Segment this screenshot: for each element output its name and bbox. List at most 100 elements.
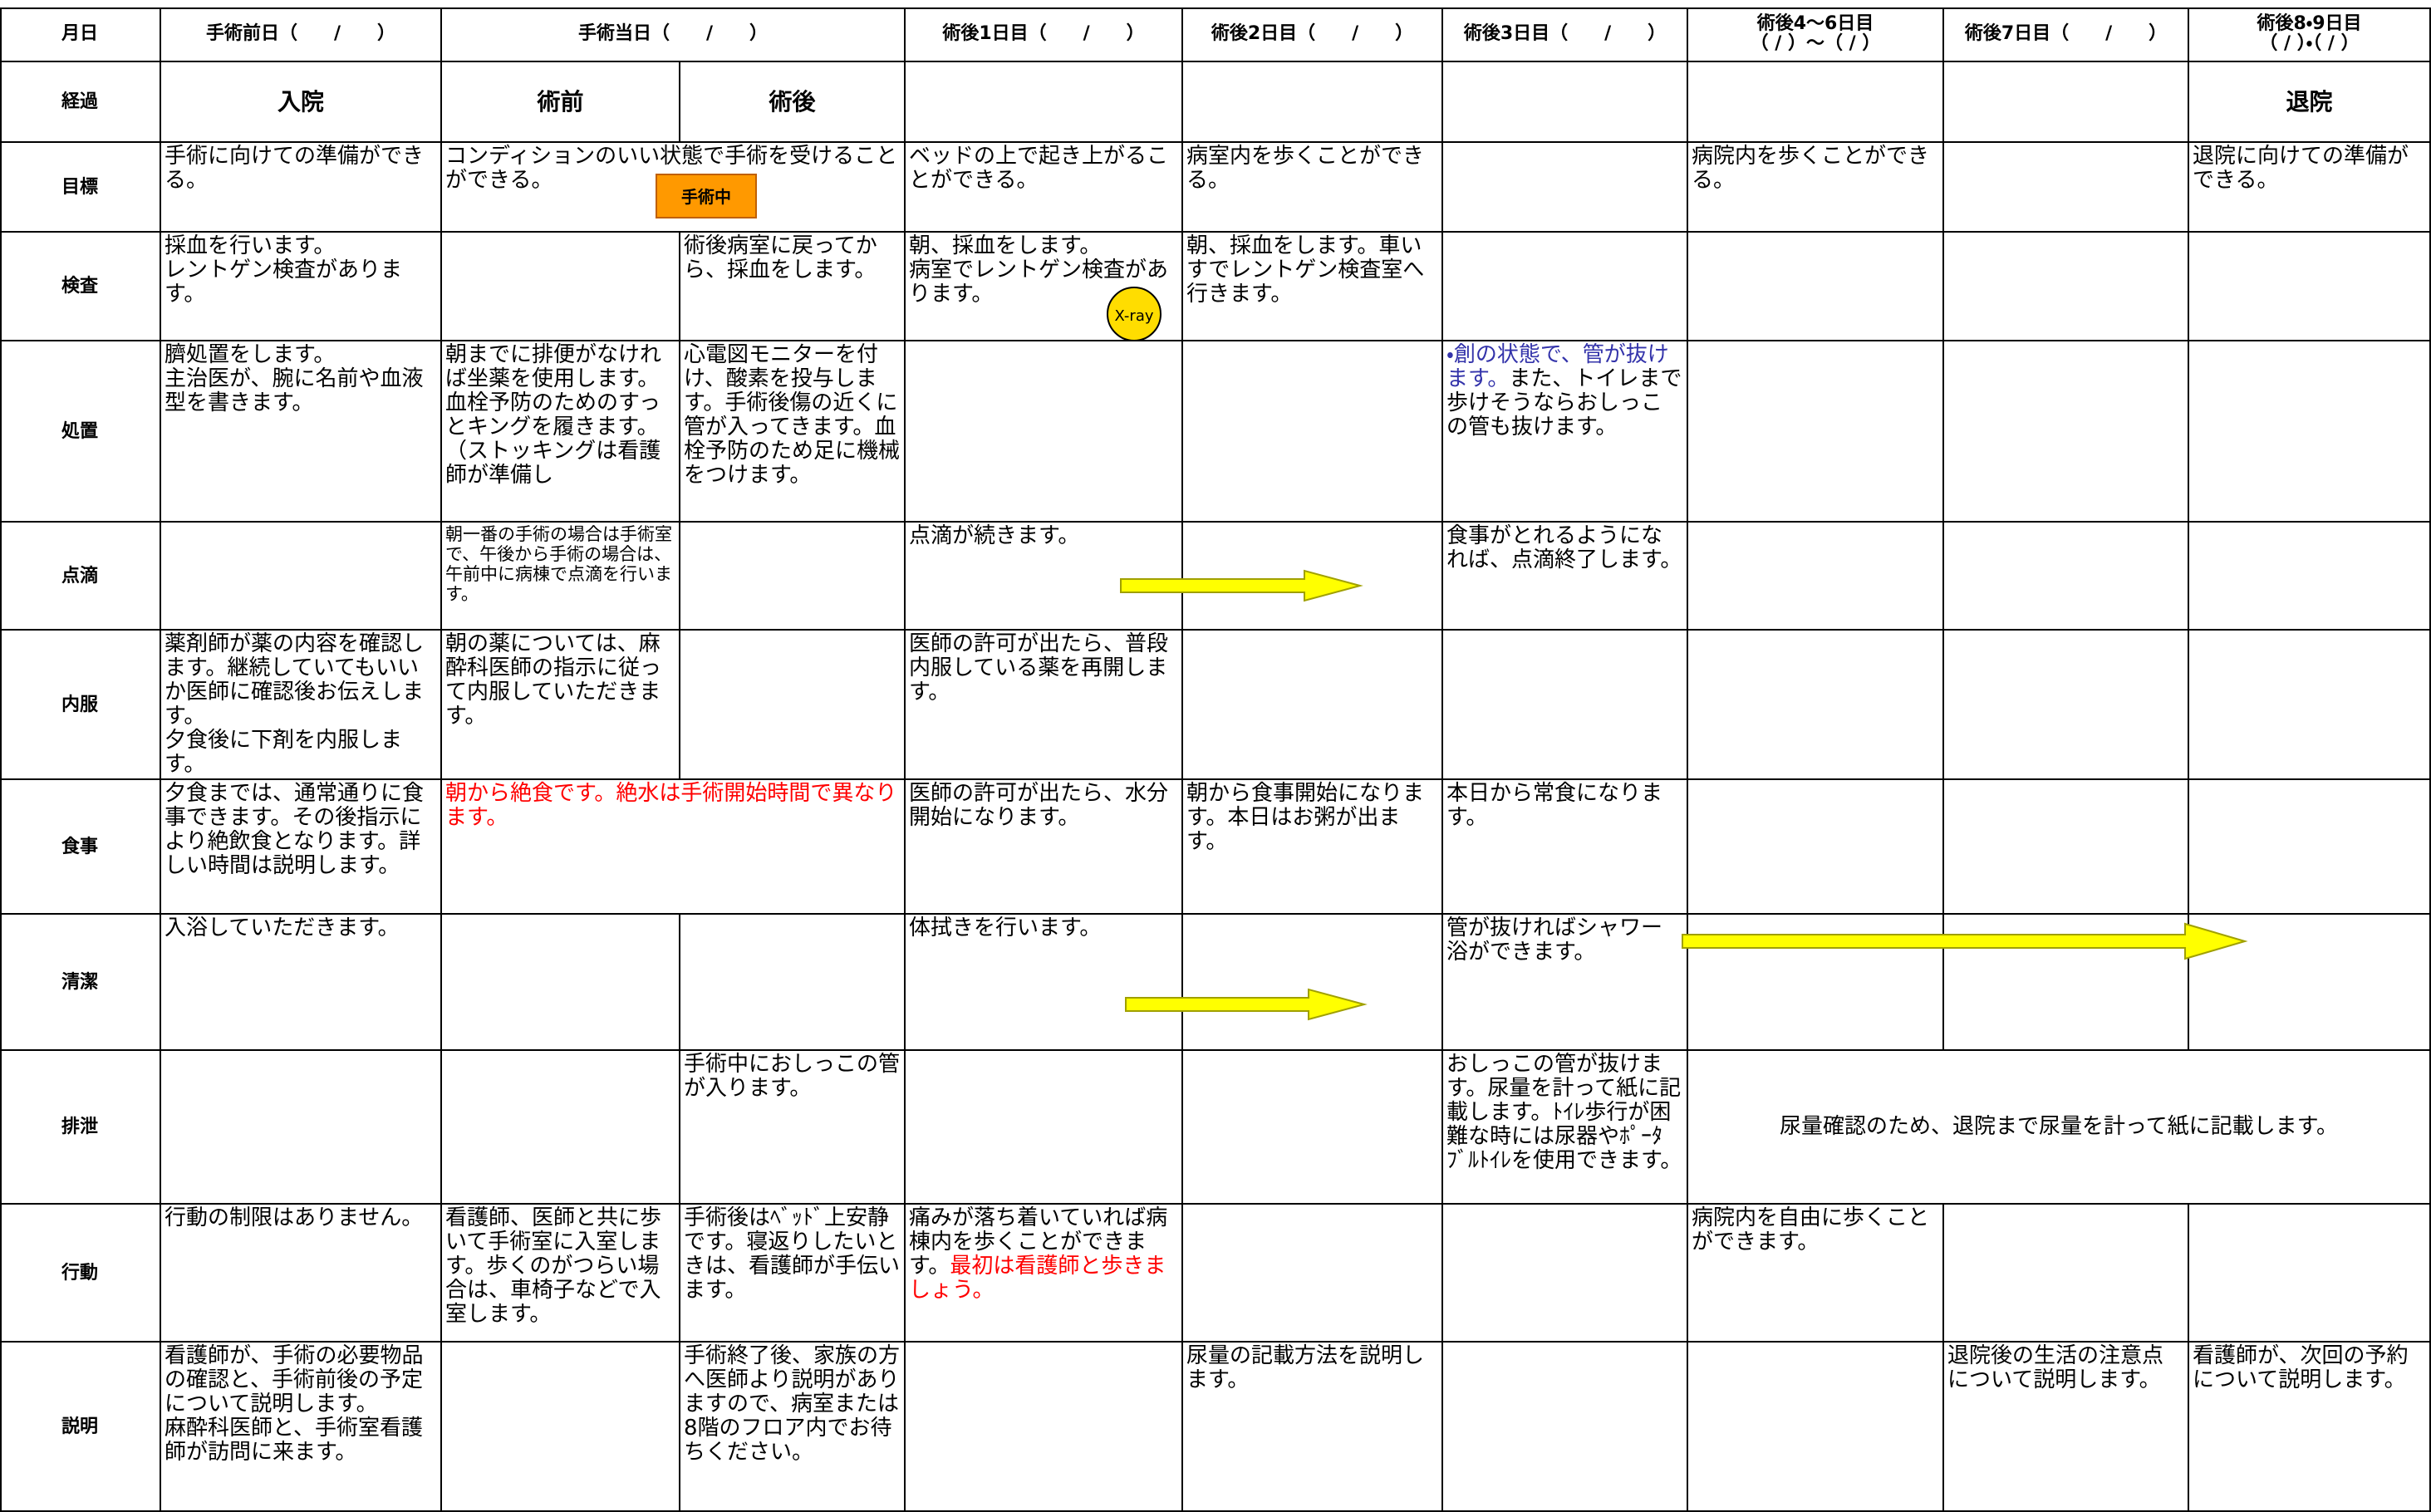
cell-text: 医師の許可が出たら、水分開始になります。 [906,780,1183,915]
empty-cell [1443,62,1688,143]
cell-text: 食事がとれるようになれば、点滴終了します。 [1443,523,1688,631]
text-segment: 痛みが落ち着いていれば病棟内を歩くことができます。 [909,1205,1168,1279]
row-label: 説明 [0,1343,161,1512]
cell-text: 看護師が、次回の予約について説明します。 [2189,1343,2431,1512]
empty-cell [1944,1205,2189,1343]
row-label: 処置 [0,341,161,523]
cell-text: ・創の状態で、管が抜けます。また、トイレまで歩けそうならおしっこの管も抜けます。 [1443,341,1688,523]
cell-text: 病院内を歩くことができる。 [1688,143,1944,233]
empty-cell [1183,1205,1443,1343]
empty-cell [1688,62,1944,143]
empty-cell [1183,523,1443,631]
empty-cell [1944,233,2189,341]
header-cell: 手術前日（ / ） [161,7,442,62]
empty-cell [1944,62,2189,143]
empty-cell [1688,1343,1944,1512]
cell-text: 術後病室に戻ってから、採血をします。 [680,233,906,341]
header-cell: 術後3日目（ / ） [1443,7,1688,62]
empty-cell [1688,780,1944,915]
empty-cell [1944,143,2189,233]
cell-text: 病院内を自由に歩くことができます。 [1688,1205,1944,1343]
cell-text: 体拭きを行います。 [906,915,1183,1051]
empty-cell [1183,915,1443,1051]
row-label: 食事 [0,780,161,915]
row-label: 目標 [0,143,161,233]
empty-cell [161,523,442,631]
empty-cell [2189,523,2431,631]
cell-text: 朝一番の手術の場合は手術室で、午後から手術の場合は、午前中に病棟で点滴を行います… [442,523,680,631]
row-label: 経過 [0,62,161,143]
empty-cell [906,1343,1183,1512]
cell-text: 退院後の生活の注意点について説明します。 [1944,1343,2189,1512]
text-segment: 最初は看護師と歩きましょう。 [909,1254,1166,1303]
cell-text: 術前 [442,62,680,143]
empty-cell [680,631,906,780]
empty-cell [1688,341,1944,523]
text-segment: ・創の状態で、管が抜けます。 [1446,342,1669,391]
empty-cell [2189,1205,2431,1343]
empty-cell [680,523,906,631]
empty-cell [1443,631,1688,780]
row-label: 検査 [0,233,161,341]
empty-cell [442,1343,680,1512]
empty-cell [906,341,1183,523]
cell-text: 夕食までは、通常通りに食事できます。その後指示により絶飲食となります。詳しい時間… [161,780,442,915]
text-segment: また、トイレまで歩けそうならおしっこの管も抜けます。 [1446,366,1682,439]
cell-text: ベッドの上で起き上がることができる。 [906,143,1183,233]
cell-text: 退院 [2189,62,2431,143]
empty-cell [906,62,1183,143]
header-cell: 手術当日（ / ） [442,7,906,62]
empty-cell [2189,631,2431,780]
cell-text: 朝、採血をします。車いすでレントゲン検査室へ行きます。 [1183,233,1443,341]
cell-text: 朝の薬については、麻酔科医師の指示に従って内服していただきます。 [442,631,680,780]
empty-cell [1183,631,1443,780]
cell-text: 朝までに排便がなければ坐薬を使用します。 血栓予防のためのすっとキングを履きます… [442,341,680,523]
cell-text: 臍処置をします。 主治医が、腕に名前や血液型を書きます。 [161,341,442,523]
cell-text: 手術に向けての準備ができる。 [161,143,442,233]
cell-text: 医師の許可が出たら、普段内服している薬を再開します。 [906,631,1183,780]
empty-cell [2189,780,2431,915]
empty-cell [442,1051,680,1205]
cell-text: 採血を行います。 レントゲン検査があります。 [161,233,442,341]
row-label: 点滴 [0,523,161,631]
cell-text: 退院に向けての準備ができる。 [2189,143,2431,233]
empty-cell [1183,62,1443,143]
empty-cell [2189,233,2431,341]
empty-cell [1443,1205,1688,1343]
cell-text: 手術終了後、家族の方へ医師より説明がありますので、病室または8階のフロア内でお待… [680,1343,906,1512]
header-cell: 術後1日目（ / ） [906,7,1183,62]
empty-cell [1688,915,1944,1051]
row-label: 行動 [0,1205,161,1343]
empty-cell [680,915,906,1051]
cell-text: 薬剤師が薬の内容を確認します。継続していてもいいか医師に確認後お伝えします。 夕… [161,631,442,780]
row-label: 内服 [0,631,161,780]
cell-text: おしっこの管が抜けます。尿量を計って紙に記載します。ﾄｲﾚ歩行が困難な時には尿器… [1443,1051,1688,1205]
cell-text: 朝、採血をします。 病室でレントゲン検査があります。 [906,233,1183,341]
cell-text: 病室内を歩くことができる。 [1183,143,1443,233]
header-cell: 術後4〜6日目 （ / ）〜（ / ） [1688,7,1944,62]
cell-text: 看護師、医師と共に歩いて手術室に入室します。歩くのがつらい場合は、車椅子などで入… [442,1205,680,1343]
empty-cell [1944,631,2189,780]
empty-cell [1443,1343,1688,1512]
row-label: 排泄 [0,1051,161,1205]
cell-text: 看護師が、手術の必要物品の確認と、手術前後の予定について説明します。 麻酔科医師… [161,1343,442,1512]
empty-cell [1944,915,2189,1051]
empty-cell [1688,233,1944,341]
cell-text: 点滴が続きます。 [906,523,1183,631]
header-cell: 月日 [0,7,161,62]
cell-text: 痛みが落ち着いていれば病棟内を歩くことができます。最初は看護師と歩きましょう。 [906,1205,1183,1343]
empty-cell [442,233,680,341]
cell-text: コンディションのいい状態で手術を受けることができる。 [442,143,906,233]
empty-cell [2189,915,2431,1051]
cell-text: 尿量の記載方法を説明します。 [1183,1343,1443,1512]
empty-cell [1183,341,1443,523]
empty-cell [442,915,680,1051]
cell-text: 管が抜ければシャワー浴ができます。 [1443,915,1688,1051]
cell-text: 術後 [680,62,906,143]
cell-text: 行動の制限はありません。 [161,1205,442,1343]
cell-text: 尿量確認のため、退院まで尿量を計って紙に記載します。 [1688,1051,2431,1205]
empty-cell [1183,1051,1443,1205]
cell-text: 朝から絶食です。絶水は手術開始時間で異なります。 [442,780,906,915]
header-cell: 術後8・9日目 （ / ）・（ / ） [2189,7,2431,62]
